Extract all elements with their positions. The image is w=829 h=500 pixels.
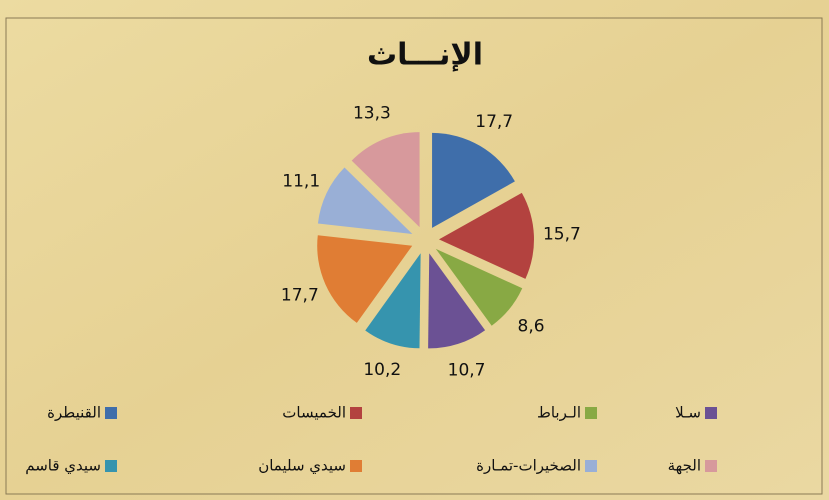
pie-slice — [351, 132, 420, 228]
data-label: 8,6 — [518, 317, 545, 337]
pie-slice — [432, 132, 515, 228]
data-label: 10,2 — [363, 360, 401, 380]
legend-swatch — [585, 460, 597, 472]
legend-swatch — [350, 460, 362, 472]
legend-swatch — [105, 407, 117, 419]
pie-slice — [435, 248, 523, 326]
pie-slice — [317, 167, 413, 235]
legend-label: سيدي قاسم — [25, 457, 101, 476]
pie-slice — [317, 235, 413, 323]
data-label: 17,7 — [281, 286, 319, 306]
pie-slice — [438, 192, 534, 279]
legend-swatch — [105, 460, 117, 472]
legend-label: سـلا — [675, 404, 701, 422]
legend-swatch — [585, 407, 597, 419]
chart-title: الإنـــاث — [367, 38, 483, 73]
pie-slice — [365, 253, 421, 349]
data-label: 17,7 — [475, 112, 513, 132]
legend-label: سيدي سليمان — [258, 457, 346, 476]
legend-label: القنيطرة — [47, 404, 101, 422]
legend-label: الصخيرات-تمـارة — [476, 457, 581, 475]
legend-swatch — [350, 407, 362, 419]
pie-slice — [428, 253, 486, 349]
frame — [5, 17, 823, 495]
data-label: 10,7 — [448, 361, 486, 381]
data-label: 11,1 — [282, 171, 320, 191]
legend-swatch — [705, 407, 717, 419]
legend-label: الجهة — [668, 457, 701, 475]
legend-label: الـرباط — [537, 404, 581, 422]
legend-label: الخميسات — [282, 404, 346, 422]
data-label: 13,3 — [353, 104, 391, 124]
legend-swatch — [705, 460, 717, 472]
data-label: 15,7 — [543, 224, 581, 244]
